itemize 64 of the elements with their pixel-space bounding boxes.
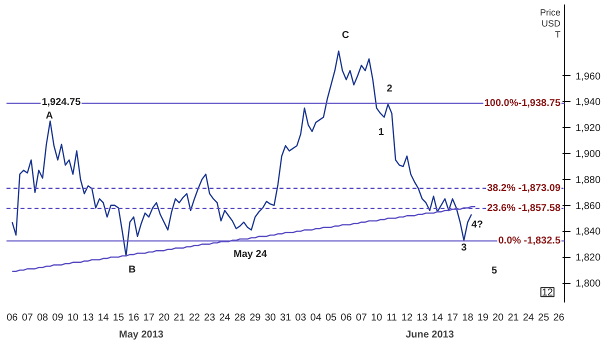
x-tick-label: 21 [174,312,186,324]
annotation: A [46,110,54,122]
y-tick-label: 1,900 [576,149,601,160]
annotation: 5 [491,266,498,277]
x-tick-label: 04 [310,312,322,324]
annotation: 0.0% -1,832.5 [498,235,561,246]
x-tick-label: 24 [219,312,231,324]
annotation: May 24 [234,249,268,260]
annotation: 38.2% -1,873.09 [487,182,561,194]
x-tick-label: 12 [401,312,413,324]
x-tick-label: 30 [264,312,276,324]
x-tick-label: 09 [52,312,64,324]
x-tick-label: 05 [325,312,338,324]
x-tick-label: 06 [6,312,18,324]
y-tick-label: 1,840 [576,226,601,238]
x-tick-label: 20 [158,312,170,324]
x-tick-label: 22 [188,312,200,324]
x-tick-label: 06 [340,312,352,324]
x-tick-label: 17 [143,312,155,324]
x-tick-label: 19 [477,312,489,324]
y-tick-label: 1,800 [576,278,601,290]
annotation: B [128,264,136,276]
annotation: 1,924.75 [42,97,82,108]
annotation: 23.6% -1,857.58 [487,202,561,214]
x-tick-label: 16 [128,312,140,324]
x-tick-label: 24 [522,312,534,324]
annotation: 4? [471,219,484,230]
x-tick-label: 10 [371,312,383,324]
x-tick-label: 03 [295,312,307,324]
x-tick-label: 26 [553,312,565,324]
y-tick-label: 1,940 [576,97,601,108]
x-tick-label: 13 [82,312,94,324]
y-tick-label: 1,820 [576,252,601,264]
x-tick-label: 23 [204,312,216,324]
x-tick-label: 17 [446,312,459,324]
x-tick-label: 08 [37,312,49,324]
x-tick-label: 13 [416,312,428,324]
y-tick-label: 1,960 [576,71,601,82]
y-axis-title: Price USD T [540,8,561,40]
x-tick-label: 15 [112,312,124,324]
annotation: 3 [461,242,468,254]
y-tick-label: 1,860 [576,200,601,212]
x-tick-label: 10 [67,312,79,324]
annotation: 12 [542,288,554,299]
x-tick-label: 07 [356,312,368,324]
x-tick-label: 07 [22,312,34,324]
annotation: 2 [386,84,393,95]
x-tick-label: 28 [234,312,246,324]
x-tick-label: 29 [250,312,262,324]
annotation: C [342,30,350,42]
x-tick-label: 18 [462,312,474,324]
annotation: 100.0%-1,938.75 [484,98,561,109]
x-tick-label: 14 [432,312,444,324]
x-tick-label: 31 [280,312,292,324]
text: June 2013 [406,330,454,340]
y-tick-label: 1,920 [576,123,601,134]
text: May 2013 [119,330,164,340]
x-tick-label: 11 [386,312,398,324]
x-tick-label: 14 [98,312,110,324]
x-tick-label: 25 [538,312,550,324]
annotation: 1 [378,126,384,138]
x-tick-label: 21 [508,312,520,324]
x-tick-label: 20 [492,312,504,324]
y-tick-label: 1,880 [576,174,601,186]
